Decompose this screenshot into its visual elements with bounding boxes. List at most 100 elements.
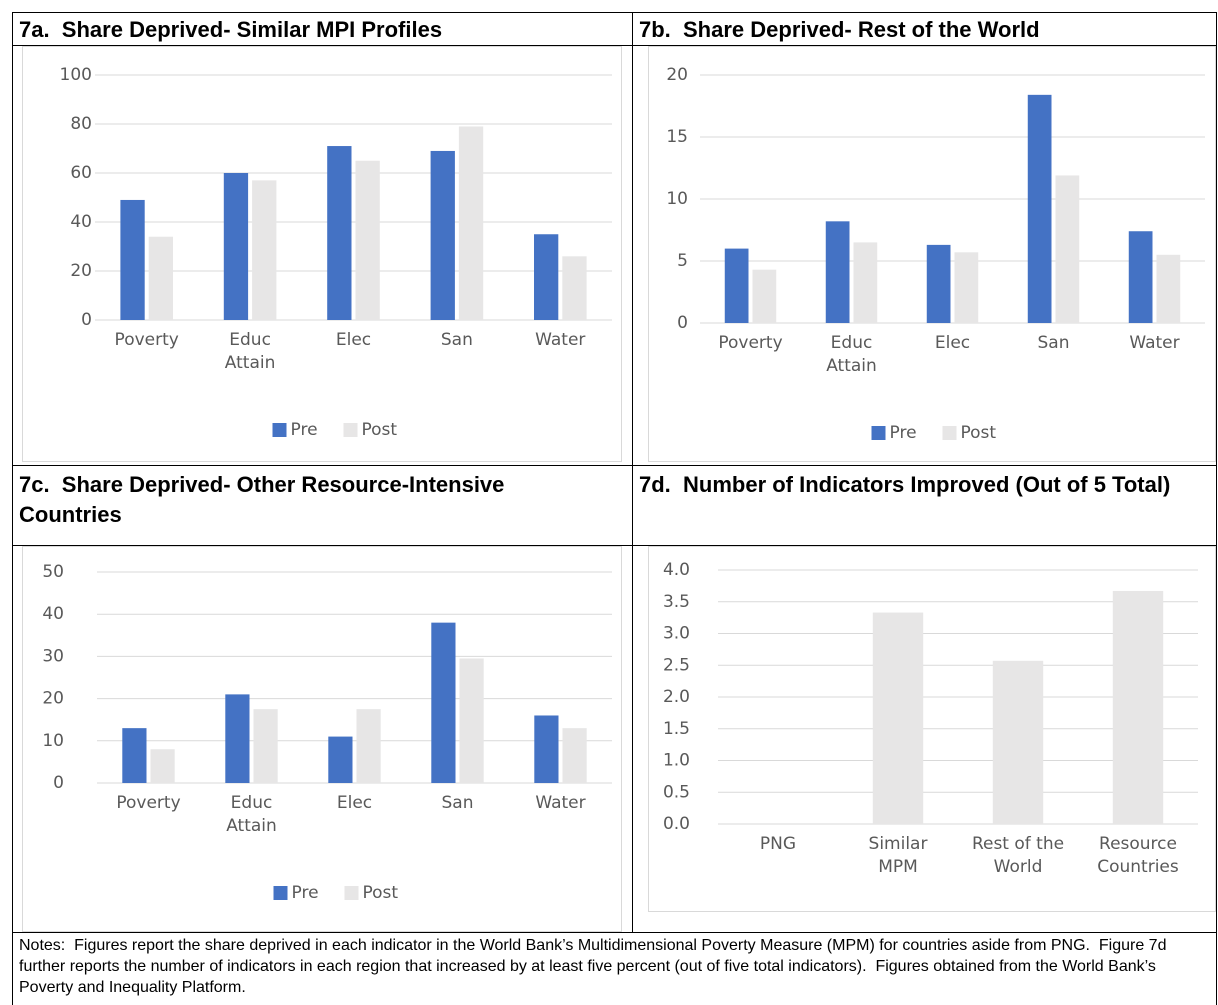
y-tick-label: 0.5: [663, 782, 690, 802]
chart-title: 7b. Share Deprived- Rest of the World: [639, 17, 1040, 42]
bar: [328, 736, 353, 783]
chart-frame: [22, 546, 622, 932]
legend-label: Post: [961, 423, 997, 443]
y-tick-label: 5: [677, 251, 688, 271]
legend-label: Post: [362, 420, 398, 440]
y-tick-label: 100: [60, 65, 92, 85]
chart-title: 7c. Share Deprived- Other Resource-Inten…: [19, 472, 511, 527]
y-tick-label: 4.0: [663, 560, 690, 580]
x-tick-label: San: [440, 330, 473, 350]
border: [12, 545, 1217, 546]
bar: [872, 612, 924, 824]
bar: [120, 199, 145, 320]
notes: Notes: Figures report the share deprived…: [19, 937, 1171, 996]
bar: [431, 622, 456, 783]
bar: [853, 242, 878, 323]
y-tick-label: 1.0: [663, 751, 690, 771]
border: [12, 465, 1217, 466]
chart-frame: [648, 46, 1216, 462]
legend-swatch: [942, 426, 957, 440]
x-tick-label: Poverty: [116, 793, 181, 813]
bar: [1156, 254, 1181, 323]
y-tick-label: 2.5: [663, 655, 690, 675]
x-tick-label: Elec: [336, 793, 373, 813]
border: [12, 12, 13, 1005]
y-tick-label: 60: [70, 163, 92, 183]
bar: [926, 244, 951, 323]
legend-label: Pre: [292, 883, 319, 903]
chart-title: 7a. Share Deprived- Similar MPI Profiles: [19, 17, 443, 42]
y-tick-label: 15: [666, 127, 688, 147]
chart: 0 10 20 30 40 50 Pre Post: [42, 562, 612, 903]
y-tick-label: 1.5: [663, 719, 690, 739]
x-tick-label: Elec: [335, 330, 372, 350]
y-tick-label: 40: [70, 212, 92, 232]
bar: [327, 146, 352, 320]
chart: 0 20 40 60 80 100 Pre Post: [60, 65, 612, 440]
x-tick-label: Elec: [934, 333, 971, 353]
border: [632, 12, 633, 932]
y-tick-label: 0.0: [663, 814, 690, 834]
legend-swatch: [273, 886, 288, 900]
x-tick-label: Educ Attain: [826, 333, 877, 376]
chart-frame: [648, 546, 1216, 912]
border: [12, 45, 1217, 46]
x-tick-label: Resource Countries: [1097, 834, 1179, 877]
legend-swatch: [344, 886, 359, 900]
y-tick-label: 0: [81, 310, 92, 330]
y-tick-label: 0: [53, 773, 64, 793]
border: [1216, 12, 1217, 1005]
bar: [122, 728, 147, 783]
bar: [459, 658, 484, 783]
y-tick-label: 50: [42, 562, 64, 582]
y-tick-label: 3.0: [663, 624, 690, 644]
y-tick-label: 20: [42, 689, 64, 709]
bar: [752, 269, 777, 323]
y-tick-label: 0: [677, 313, 688, 333]
bar: [1055, 175, 1080, 323]
y-tick-label: 40: [42, 604, 64, 624]
x-tick-label: Water: [1129, 333, 1180, 353]
border: [12, 12, 1217, 13]
x-tick-label: Water: [535, 330, 586, 350]
chart-title: 7d. Number of Indicators Improved (Out o…: [639, 472, 1171, 497]
legend-swatch: [871, 426, 886, 440]
legend-swatch: [272, 423, 287, 437]
x-tick-label: Water: [535, 793, 586, 813]
bar: [562, 728, 587, 783]
y-tick-label: 3.5: [663, 592, 690, 612]
x-tick-label: San: [441, 793, 474, 813]
y-tick-label: 10: [42, 731, 64, 751]
x-tick-label: Similar MPM: [868, 834, 928, 877]
bar: [534, 715, 559, 783]
x-tick-label: Educ Attain: [224, 330, 276, 373]
bar: [1128, 231, 1153, 323]
y-tick-label: 20: [70, 261, 92, 281]
bar: [534, 234, 559, 320]
chart: 0.0 0.5 1.0 1.5 2.0 2.5 3.0 3.5 4.0: [663, 560, 1198, 834]
legend-label: Pre: [890, 423, 917, 443]
x-tick-label: Poverty: [114, 330, 179, 350]
bar: [954, 252, 979, 323]
bar: [724, 248, 749, 323]
y-tick-label: 2.0: [663, 687, 690, 707]
legend-swatch: [343, 423, 358, 437]
x-tick-label: Poverty: [718, 333, 783, 353]
bar: [1112, 590, 1164, 824]
bar: [148, 236, 173, 320]
x-tick-label: Educ Attain: [226, 793, 277, 836]
bar: [223, 173, 249, 320]
legend-label: Pre: [291, 420, 318, 440]
x-tick-label: PNG: [759, 834, 797, 854]
border: [12, 932, 1217, 933]
chart-frame: [22, 46, 622, 462]
bar: [225, 694, 250, 783]
bar: [1027, 94, 1052, 323]
bar: [253, 709, 278, 783]
y-tick-label: 80: [70, 114, 92, 134]
bar: [356, 709, 381, 783]
x-tick-label: Rest of the World: [971, 834, 1065, 877]
bar: [992, 660, 1044, 824]
y-tick-label: 20: [666, 65, 688, 85]
